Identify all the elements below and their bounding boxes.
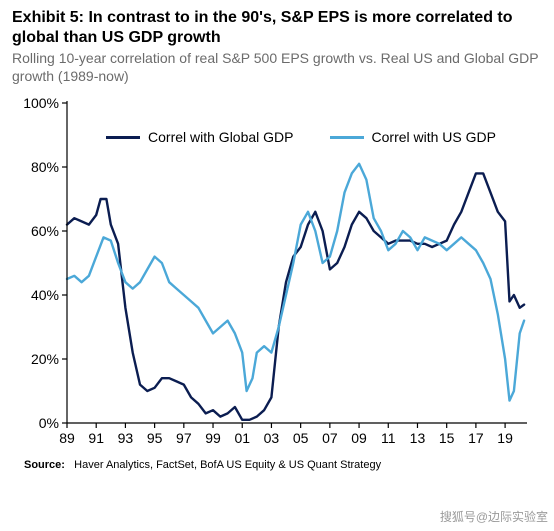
exhibit-title: Exhibit 5: In contrast to in the 90's, S… bbox=[12, 8, 542, 48]
legend-item-us: Correl with US GDP bbox=[330, 129, 496, 145]
svg-text:99: 99 bbox=[205, 430, 221, 446]
svg-text:03: 03 bbox=[264, 430, 280, 446]
svg-text:09: 09 bbox=[351, 430, 367, 446]
svg-text:15: 15 bbox=[439, 430, 455, 446]
svg-text:11: 11 bbox=[381, 430, 396, 446]
source-text: Haver Analytics, FactSet, BofA US Equity… bbox=[74, 459, 381, 471]
svg-text:07: 07 bbox=[322, 430, 338, 446]
svg-text:17: 17 bbox=[468, 430, 484, 446]
source-label: Source: bbox=[24, 459, 65, 471]
legend-label: Correl with US GDP bbox=[372, 129, 496, 145]
watermark: 搜狐号@边际实验室 bbox=[440, 508, 548, 525]
legend: Correl with Global GDP Correl with US GD… bbox=[79, 129, 523, 145]
legend-item-global: Correl with Global GDP bbox=[106, 129, 294, 145]
source-line: Source: Haver Analytics, FactSet, BofA U… bbox=[12, 459, 542, 471]
svg-text:05: 05 bbox=[293, 430, 309, 446]
svg-text:60%: 60% bbox=[31, 223, 59, 239]
chart-area: Correl with Global GDP Correl with US GD… bbox=[19, 93, 535, 449]
svg-text:93: 93 bbox=[118, 430, 134, 446]
svg-text:95: 95 bbox=[147, 430, 163, 446]
svg-text:20%: 20% bbox=[31, 351, 59, 367]
svg-text:01: 01 bbox=[234, 430, 250, 446]
svg-text:0%: 0% bbox=[39, 415, 59, 431]
legend-swatch-icon bbox=[106, 136, 140, 139]
svg-text:91: 91 bbox=[88, 430, 104, 446]
exhibit-subtitle: Rolling 10-year correlation of real S&P … bbox=[12, 50, 542, 85]
svg-text:40%: 40% bbox=[31, 287, 59, 303]
svg-text:100%: 100% bbox=[23, 95, 59, 111]
legend-label: Correl with Global GDP bbox=[148, 129, 294, 145]
svg-text:13: 13 bbox=[410, 430, 426, 446]
svg-text:97: 97 bbox=[176, 430, 192, 446]
legend-swatch-icon bbox=[330, 136, 364, 139]
line-chart-svg: 0% 20% 40% 60% 80% 100% 89 91 93 95 97 99 01 03 05 07 09… bbox=[19, 93, 535, 449]
svg-text:19: 19 bbox=[497, 430, 513, 446]
svg-text:80%: 80% bbox=[31, 159, 59, 175]
svg-text:89: 89 bbox=[59, 430, 75, 446]
